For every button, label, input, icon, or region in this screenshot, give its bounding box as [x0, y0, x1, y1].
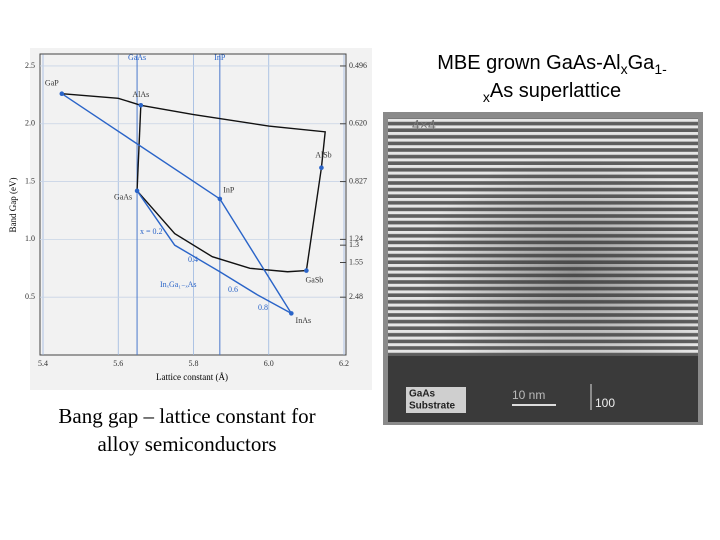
annotation: 0.4	[188, 255, 198, 264]
material-point	[289, 311, 294, 316]
material-point	[138, 102, 144, 108]
image-label: 10 nm	[512, 388, 545, 402]
point-label: GaAs	[114, 193, 132, 202]
image-label: 100	[595, 396, 615, 410]
annotation: InₓGa₁₋ₓAs	[160, 280, 197, 289]
material-point	[134, 188, 140, 194]
image-label: 4×4	[412, 117, 436, 133]
y2-tick-label: 1.3	[349, 240, 359, 249]
point-label: AlSb	[315, 151, 331, 160]
x-axis-label: Lattice constant (Å)	[156, 372, 228, 382]
title-part: Ga	[628, 52, 656, 74]
material-point	[304, 268, 309, 273]
curve	[136, 105, 142, 191]
right-title: xAs superlattice	[483, 80, 621, 104]
point-label: GaSb	[305, 275, 323, 284]
annotation: 0.6	[228, 285, 238, 294]
x-tick-label: 6.2	[339, 359, 349, 368]
top-label: GaAs	[128, 53, 146, 62]
title-part: As superlattice	[490, 80, 621, 102]
title-sub: 1-	[654, 61, 667, 77]
shading	[388, 118, 698, 356]
material-point	[217, 196, 223, 202]
x-tick-label: 5.8	[189, 359, 199, 368]
x-tick-label: 5.4	[38, 359, 48, 368]
y-tick-label: 2.0	[25, 119, 35, 128]
y2-tick-label: 0.496	[349, 61, 367, 70]
right-title: MBE grown GaAs-AlxGa1-	[437, 52, 667, 76]
y2-tick-label: 2.48	[349, 292, 363, 301]
caption: Bang gap – lattice constant for	[58, 404, 315, 428]
x-tick-label: 6.0	[264, 359, 274, 368]
chart-background	[30, 48, 372, 390]
title-sub: x	[483, 89, 490, 105]
material-point	[59, 91, 65, 97]
y-tick-label: 0.5	[25, 292, 35, 301]
image-label: Substrate	[409, 401, 456, 412]
top-label: InP	[214, 53, 226, 62]
y2-tick-label: 1.55	[349, 257, 363, 266]
plot-frame	[39, 53, 347, 356]
curve	[136, 190, 292, 314]
annotation: x = 0.2	[140, 227, 163, 236]
title-sub: x	[621, 61, 628, 77]
curve	[140, 104, 326, 271]
title-part: MBE grown GaAs-Al	[437, 52, 620, 74]
y-tick-label: 2.5	[25, 61, 35, 70]
y-tick-label: 1.5	[25, 176, 35, 185]
material-point	[319, 165, 324, 171]
curve	[219, 198, 292, 314]
point-label: AlAs	[132, 90, 149, 99]
caption: alloy semiconductors	[97, 432, 276, 456]
y2-tick-label: 0.620	[349, 119, 367, 128]
x-tick-label: 5.6	[113, 359, 123, 368]
point-label: InP	[223, 186, 235, 195]
point-label: InAs	[296, 316, 312, 325]
y-tick-label: 1.0	[25, 234, 35, 243]
annotation: 0.8	[258, 303, 268, 312]
curve	[61, 93, 221, 200]
curve	[61, 93, 142, 106]
point-label: GaP	[45, 79, 59, 88]
y-axis-label: Band Gap (eV)	[8, 178, 18, 233]
y2-tick-label: 0.827	[349, 176, 367, 185]
image-label: GaAs	[409, 389, 436, 400]
y2-tick-label: 1.24	[349, 234, 363, 243]
label-box	[406, 387, 466, 413]
curve	[136, 190, 307, 273]
